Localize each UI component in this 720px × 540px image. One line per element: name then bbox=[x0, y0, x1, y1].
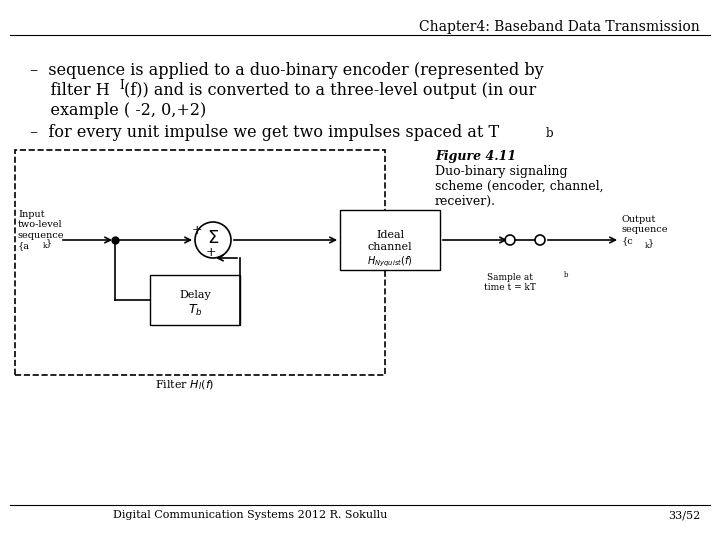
Text: channel: channel bbox=[368, 242, 413, 252]
Text: Input
two-level
sequence
{a: Input two-level sequence {a bbox=[18, 210, 65, 250]
Text: I: I bbox=[119, 79, 124, 92]
Text: –  sequence is applied to a duo-binary encoder (represented by: – sequence is applied to a duo-binary en… bbox=[30, 62, 544, 79]
Text: Figure 4.11: Figure 4.11 bbox=[435, 150, 516, 163]
Text: filter H: filter H bbox=[30, 82, 109, 99]
Text: (f)) and is converted to a three-level output (in our: (f)) and is converted to a three-level o… bbox=[124, 82, 536, 99]
Text: b: b bbox=[564, 271, 569, 279]
Text: receiver).: receiver). bbox=[435, 195, 496, 208]
Text: k: k bbox=[645, 242, 649, 250]
Text: Ideal: Ideal bbox=[376, 230, 404, 240]
Text: Filter $H_I(f)$: Filter $H_I(f)$ bbox=[156, 378, 215, 392]
FancyBboxPatch shape bbox=[15, 150, 385, 375]
Text: b: b bbox=[546, 127, 554, 140]
Text: Chapter4: Baseband Data Transmission: Chapter4: Baseband Data Transmission bbox=[419, 20, 700, 34]
Text: scheme (encoder, channel,: scheme (encoder, channel, bbox=[435, 180, 603, 193]
Text: +: + bbox=[206, 246, 216, 259]
Text: $\Sigma$: $\Sigma$ bbox=[207, 229, 219, 247]
Text: –  for every unit impulse we get two impulses spaced at T: – for every unit impulse we get two impu… bbox=[30, 124, 499, 141]
Text: Digital Communication Systems 2012 R. Sokullu: Digital Communication Systems 2012 R. So… bbox=[113, 510, 387, 520]
Text: Sample at
time t = kT: Sample at time t = kT bbox=[484, 273, 536, 292]
Text: Delay: Delay bbox=[179, 290, 211, 300]
Text: +: + bbox=[192, 224, 202, 237]
Text: Duo-binary signaling: Duo-binary signaling bbox=[435, 165, 567, 178]
Text: 33/52: 33/52 bbox=[667, 510, 700, 520]
Text: $H_{Nyquist}(f)$: $H_{Nyquist}(f)$ bbox=[367, 255, 413, 269]
FancyBboxPatch shape bbox=[150, 275, 240, 325]
Text: example ( -2, 0,+2): example ( -2, 0,+2) bbox=[30, 102, 206, 119]
Text: }: } bbox=[46, 239, 53, 247]
Text: Output
sequence
{c: Output sequence {c bbox=[622, 215, 668, 245]
Text: k: k bbox=[43, 242, 48, 250]
Text: $T_b$: $T_b$ bbox=[188, 302, 202, 318]
FancyBboxPatch shape bbox=[340, 210, 440, 270]
Text: }: } bbox=[648, 239, 654, 247]
